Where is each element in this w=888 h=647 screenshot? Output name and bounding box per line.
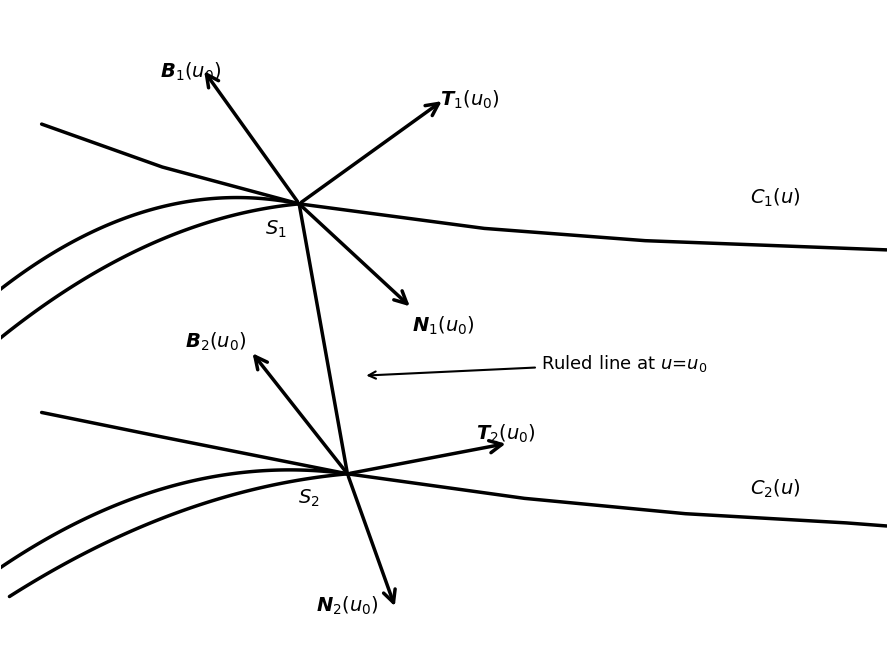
Text: $\boldsymbol{B}_2(u_0)$: $\boldsymbol{B}_2(u_0)$ — [186, 331, 247, 353]
Text: $\boldsymbol{B}_1(u_0)$: $\boldsymbol{B}_1(u_0)$ — [160, 61, 221, 83]
Text: Ruled line at $u$=$u_0$: Ruled line at $u$=$u_0$ — [369, 353, 707, 378]
Text: $\boldsymbol{T}_1(u_0)$: $\boldsymbol{T}_1(u_0)$ — [440, 89, 500, 111]
Text: $S_1$: $S_1$ — [266, 219, 287, 241]
Text: $\boldsymbol{T}_2(u_0)$: $\boldsymbol{T}_2(u_0)$ — [476, 422, 536, 445]
Text: $S_2$: $S_2$ — [297, 487, 320, 509]
Text: $\boldsymbol{N}_1(u_0)$: $\boldsymbol{N}_1(u_0)$ — [412, 314, 475, 336]
Text: $C_2(u)$: $C_2(u)$ — [749, 478, 801, 500]
Text: $\boldsymbol{N}_2(u_0)$: $\boldsymbol{N}_2(u_0)$ — [316, 595, 379, 617]
Text: $C_1(u)$: $C_1(u)$ — [749, 186, 801, 209]
